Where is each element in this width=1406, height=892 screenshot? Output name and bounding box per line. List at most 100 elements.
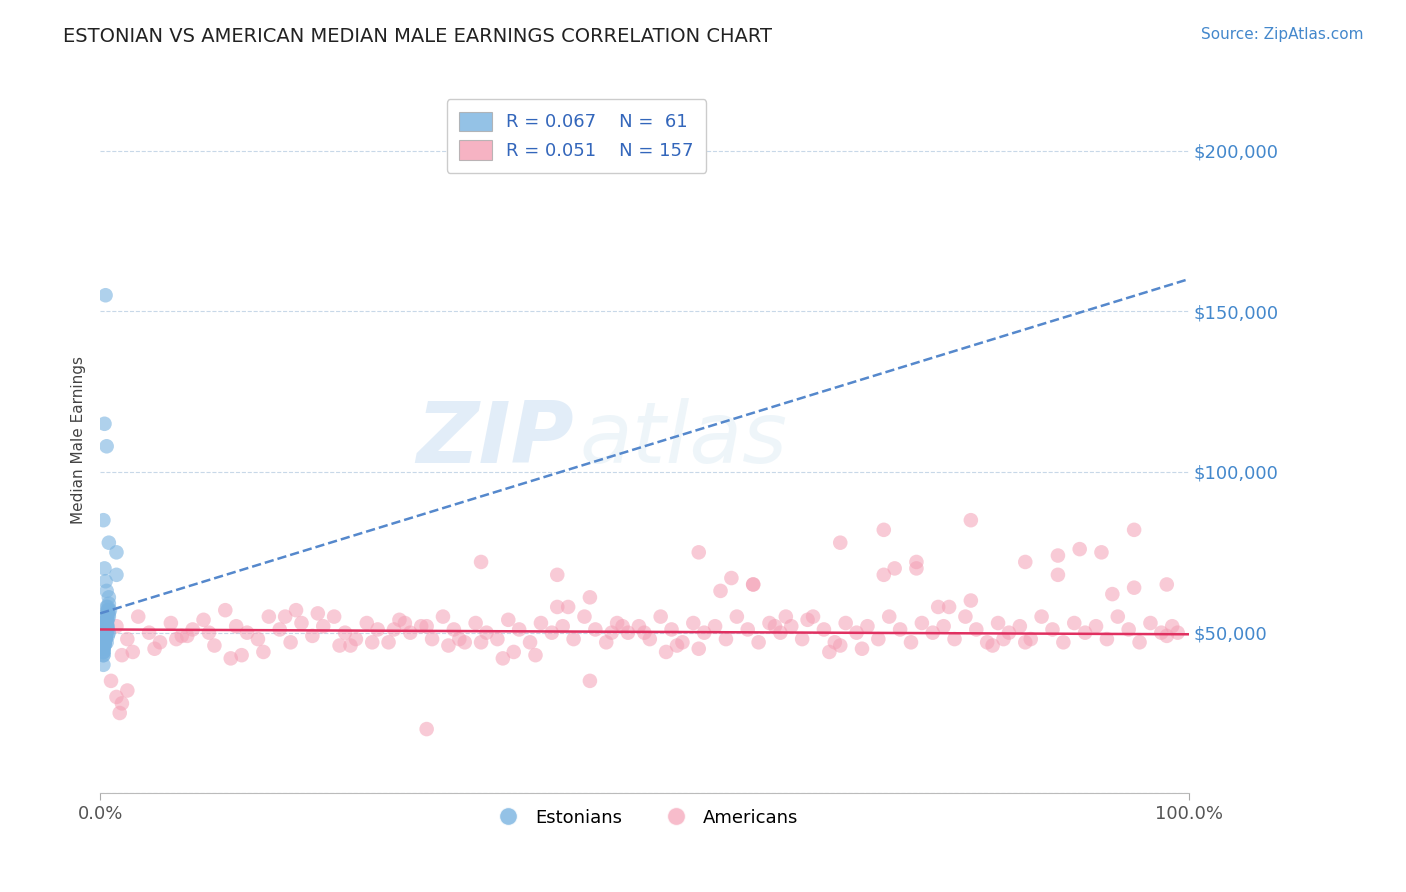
Point [557, 599, 579, 614]
Point [394, 615, 416, 630]
Point [960, 513, 983, 527]
Point [97, 591, 120, 605]
Point [94, 632, 117, 646]
Point [834, 615, 856, 630]
Point [454, 635, 477, 649]
Point [246, 632, 269, 646]
Point [170, 629, 193, 643]
Point [579, 673, 602, 688]
Point [323, 609, 346, 624]
Point [93, 619, 115, 633]
Point [1046, 549, 1069, 563]
Point [830, 639, 852, 653]
Point [583, 623, 606, 637]
Point [960, 593, 983, 607]
Point [93, 635, 115, 649]
Point [650, 609, 672, 624]
Point [93, 417, 115, 431]
Point [96, 619, 118, 633]
Point [93, 639, 115, 653]
Point [661, 623, 683, 637]
Point [1161, 619, 1184, 633]
Point [824, 635, 846, 649]
Point [93, 645, 115, 659]
Point [94, 625, 117, 640]
Point [93, 648, 115, 662]
Point [1046, 567, 1069, 582]
Point [688, 641, 710, 656]
Legend: Estonians, Americans: Estonians, Americans [482, 801, 806, 834]
Point [546, 567, 568, 582]
Point [176, 629, 198, 643]
Point [508, 623, 530, 637]
Point [252, 645, 274, 659]
Point [94, 629, 117, 643]
Point [377, 635, 399, 649]
Point [889, 623, 911, 637]
Point [1090, 545, 1112, 559]
Point [877, 609, 900, 624]
Point [796, 613, 818, 627]
Point [105, 619, 128, 633]
Point [93, 635, 115, 649]
Point [93, 645, 115, 659]
Point [546, 599, 568, 614]
Point [813, 623, 835, 637]
Point [93, 641, 115, 656]
Point [202, 639, 225, 653]
Point [94, 623, 117, 637]
Point [329, 639, 352, 653]
Point [1156, 629, 1178, 643]
Point [149, 635, 172, 649]
Point [911, 615, 934, 630]
Point [160, 615, 183, 630]
Point [1101, 587, 1123, 601]
Point [333, 625, 356, 640]
Point [231, 648, 253, 662]
Point [96, 615, 118, 630]
Point [688, 545, 710, 559]
Point [475, 625, 498, 640]
Point [93, 635, 115, 649]
Point [998, 625, 1021, 640]
Point [94, 629, 117, 643]
Point [96, 619, 118, 633]
Point [1123, 581, 1146, 595]
Point [763, 619, 786, 633]
Point [562, 632, 585, 646]
Point [94, 632, 117, 646]
Point [312, 619, 335, 633]
Point [361, 635, 384, 649]
Point [769, 625, 792, 640]
Point [955, 609, 977, 624]
Point [1167, 625, 1189, 640]
Point [105, 545, 128, 559]
Point [93, 641, 115, 656]
Point [257, 609, 280, 624]
Point [873, 523, 896, 537]
Point [856, 619, 879, 633]
Point [976, 635, 998, 649]
Point [93, 639, 115, 653]
Point [845, 625, 868, 640]
Point [94, 288, 117, 302]
Point [574, 609, 596, 624]
Point [830, 535, 852, 549]
Point [905, 555, 928, 569]
Point [344, 632, 367, 646]
Point [93, 635, 115, 649]
Point [900, 635, 922, 649]
Point [606, 615, 628, 630]
Point [97, 629, 120, 643]
Point [693, 625, 716, 640]
Point [1069, 542, 1091, 557]
Point [94, 625, 117, 640]
Point [1139, 615, 1161, 630]
Point [143, 641, 166, 656]
Point [579, 591, 602, 605]
Point [1095, 632, 1118, 646]
Point [932, 619, 955, 633]
Point [93, 657, 115, 672]
Point [1052, 635, 1074, 649]
Point [97, 623, 120, 637]
